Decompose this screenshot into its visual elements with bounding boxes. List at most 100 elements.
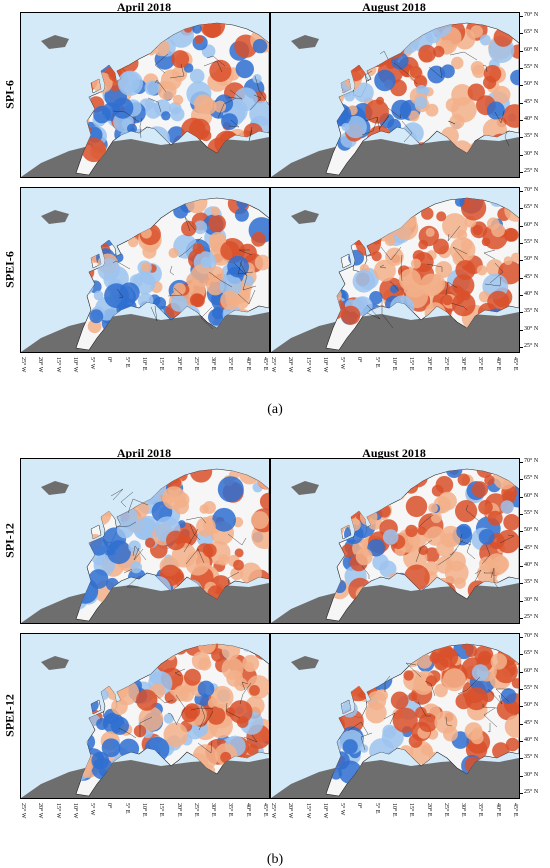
longitude-tick-label: 10° E (391, 803, 397, 817)
longitude-tick-label: 15° W (54, 803, 61, 819)
longitude-tick-label: 35° E (227, 357, 234, 371)
longitude-tick-label: 5° E (373, 803, 380, 814)
latitude-tick-label: 45° N (519, 98, 539, 105)
latitude-tick-label: 35° N (519, 579, 539, 586)
latitude-tick-label: 25° N (519, 343, 539, 349)
longitude-axis: 25° W 20° W 15° W 10° W 5° W 0° 5° E 10° E 15° E… (270, 801, 518, 825)
latitude-tick-label: 65° N (519, 650, 539, 657)
latitude-tick-label: 55° N (519, 510, 539, 516)
latitude-tick-label: 50° N (519, 527, 539, 534)
longitude-tick-label: 20° W (37, 803, 44, 819)
longitude-tick-label: 35° E (477, 357, 484, 371)
longitude-tick-label: 40° E (244, 357, 251, 371)
europe-map (21, 13, 269, 177)
country-borders (110, 488, 247, 588)
country-borders (112, 53, 269, 142)
longitude-tick-label: 15° W (54, 357, 61, 373)
latitude-axis: 70° N 65° N 60° N 55° N 50° N 45° N 40° N 35° N… (519, 187, 550, 351)
longitude-tick-label: 45° E (262, 357, 268, 371)
longitude-tick-label: 25° E (192, 357, 199, 371)
latitude-tick-label: 45° N (519, 544, 539, 551)
longitude-tick-label: 25° E (442, 803, 449, 817)
longitude-tick-label: 20° E (175, 357, 182, 371)
iceland-landmass (41, 35, 69, 49)
longitude-tick-label: 0° (106, 803, 113, 809)
iceland-landmass (41, 210, 69, 224)
longitude-tick-label: 45° E (512, 357, 518, 371)
latitude-tick-label: 65° N (519, 475, 539, 482)
iceland-landmass (291, 35, 319, 49)
longitude-tick-label: 0° (356, 803, 363, 809)
column-title: August 2018 (362, 0, 426, 14)
column-title: August 2018 (362, 446, 426, 460)
longitude-tick-label: 15° E (158, 357, 165, 371)
subfigure-caption: (b) (266, 852, 284, 867)
map-panel (270, 187, 520, 353)
longitude-tick-label: 10° W (71, 803, 78, 819)
latitude-tick-label: 25° N (519, 614, 539, 620)
longitude-tick-label: 5° E (123, 803, 130, 814)
country-borders (366, 225, 504, 329)
country-borders (361, 50, 510, 147)
subfigure-caption: (a) (267, 402, 283, 417)
latitude-tick-label: 25° N (519, 789, 539, 795)
iceland-landmass (291, 656, 319, 670)
longitude-axis: 25° W 20° W 15° W 10° W 5° W 0° 5° E 10° E 15° E… (20, 355, 268, 379)
longitude-tick-label: 10° E (391, 357, 397, 371)
longitude-tick-label: 20° W (287, 803, 294, 819)
latitude-tick-label: 30° N (519, 150, 539, 157)
longitude-tick-label: 10° E (141, 803, 147, 817)
longitude-tick-label: 20° W (37, 357, 44, 373)
longitude-tick-label: 15° E (158, 803, 165, 817)
longitude-tick-label: 5° W (89, 357, 96, 370)
longitude-tick-label: 30° E (210, 803, 217, 817)
latitude-tick-label: 65° N (519, 204, 539, 211)
latitude-tick-label: 50° N (519, 81, 539, 88)
latitude-tick-label: 25° N (519, 168, 539, 174)
longitude-tick-label: 25° E (442, 357, 449, 371)
longitude-tick-label: 10° W (321, 803, 328, 819)
iceland-landmass (291, 210, 319, 224)
latitude-tick-label: 70° N (519, 458, 539, 464)
column-title: April 2018 (116, 446, 172, 460)
longitude-tick-label: 15° E (408, 357, 415, 371)
latitude-tick-label: 50° N (519, 256, 539, 263)
longitude-axis: 25° W 20° W 15° W 10° W 5° W 0° 5° E 10° E 15° E… (270, 355, 518, 379)
latitude-tick-label: 35° N (519, 754, 539, 761)
longitude-tick-label: 10° W (321, 357, 328, 373)
country-borders (361, 504, 515, 589)
longitude-tick-label: 40° E (244, 803, 251, 817)
map-panel (20, 633, 270, 799)
longitude-tick-label: 20° E (425, 357, 432, 371)
longitude-tick-label: 5° E (123, 357, 130, 368)
latitude-tick-label: 60° N (519, 221, 539, 228)
latitude-tick-label: 30° N (519, 325, 539, 332)
latitude-axis: 70° N 65° N 60° N 55° N 50° N 45° N 40° N 35° N… (519, 12, 550, 176)
country-borders (118, 668, 258, 754)
longitude-tick-label: 35° E (227, 803, 234, 817)
latitude-tick-label: 45° N (519, 719, 539, 726)
longitude-tick-label: 25° E (192, 803, 199, 817)
europe-map (21, 459, 269, 623)
map-panel (20, 12, 270, 178)
latitude-axis: 70° N 65° N 60° N 55° N 50° N 45° N 40° N 35° N… (519, 458, 550, 622)
longitude-tick-label: 40° E (494, 357, 501, 371)
longitude-tick-label: 15° W (304, 357, 311, 373)
country-borders (112, 216, 257, 330)
longitude-tick-label: 45° E (262, 803, 268, 817)
row-label: SPEI-6 (2, 251, 17, 288)
iceland-landmass (41, 656, 69, 670)
map-panel (270, 12, 520, 178)
iceland-landmass (291, 481, 319, 495)
latitude-tick-label: 60° N (519, 46, 539, 53)
longitude-tick-label: 5° W (339, 803, 346, 816)
latitude-tick-label: 55° N (519, 64, 539, 70)
longitude-tick-label: 5° W (339, 357, 346, 370)
longitude-tick-label: 40° E (494, 803, 501, 817)
longitude-tick-label: 35° E (477, 803, 484, 817)
latitude-tick-label: 55° N (519, 685, 539, 691)
latitude-tick-label: 65° N (519, 29, 539, 36)
latitude-tick-label: 70° N (519, 12, 539, 18)
map-panel (270, 458, 520, 624)
iceland-landmass (41, 481, 69, 495)
